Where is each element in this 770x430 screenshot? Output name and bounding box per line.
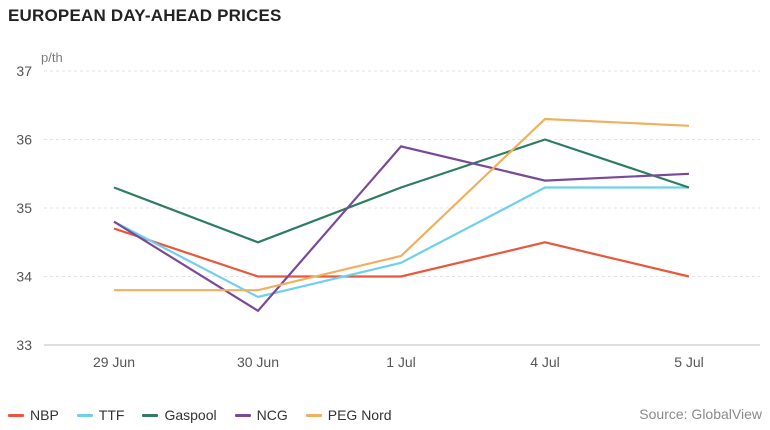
legend-label: NBP <box>30 407 59 423</box>
legend-item-nbp: NBP <box>8 407 59 423</box>
legend-label: NCG <box>256 407 288 423</box>
axis-layer: 33 34 35 36 37 29 Jun 30 Jun 1 Jul 4 Jul 5 Jul <box>16 63 703 370</box>
y-tick-label: 33 <box>16 337 32 353</box>
x-tick-label: 29 Jun <box>93 354 135 370</box>
series-line-ncg <box>113 145 690 313</box>
legend-label: TTF <box>98 407 125 423</box>
chart-title: EUROPEAN DAY-AHEAD PRICES <box>8 6 282 25</box>
y-tick-label: 35 <box>16 200 32 216</box>
x-tick-label: 5 Jul <box>674 354 704 370</box>
legend-item-gaspool: Gaspool <box>142 407 217 423</box>
legend-label: PEG Nord <box>327 407 392 423</box>
x-tick-label: 4 Jul <box>530 354 560 370</box>
legend-swatch <box>234 413 251 417</box>
series-line-nbp <box>113 227 690 278</box>
legend-item-ttf: TTF <box>76 407 125 423</box>
y-tick-label: 36 <box>16 132 32 148</box>
x-tick-label: 1 Jul <box>386 354 416 370</box>
legend-item-ncg: NCG <box>234 407 288 423</box>
legend-item-peg-nord: PEG Nord <box>305 407 392 423</box>
x-tick-label: 30 Jun <box>237 354 279 370</box>
source-note: Source: GlobalView <box>639 406 762 422</box>
chart-legend: NBP TTF Gaspool NCG PEG Nord <box>8 406 392 424</box>
series-line-ttf <box>113 186 689 299</box>
series-line-gaspool <box>113 138 690 244</box>
y-tick-label: 37 <box>16 63 32 79</box>
y-tick-label: 34 <box>16 269 32 285</box>
legend-swatch <box>76 413 93 417</box>
series-layer <box>113 117 690 313</box>
legend-swatch <box>142 413 159 417</box>
legend-swatch <box>8 413 24 417</box>
y-axis-unit-label: p/th <box>41 50 63 65</box>
grid-layer <box>44 70 760 346</box>
legend-swatch <box>305 413 322 417</box>
series-line-peg-nord <box>114 117 690 292</box>
legend-label: Gaspool <box>164 407 217 423</box>
